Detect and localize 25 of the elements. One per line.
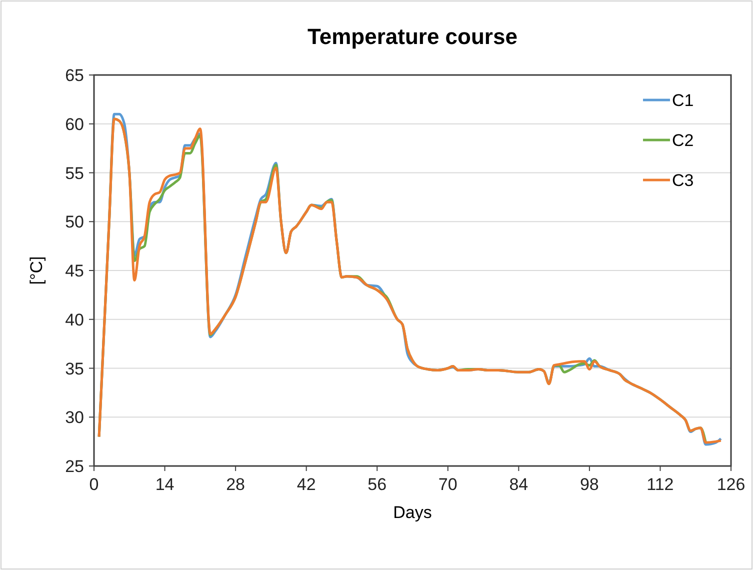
x-tick-label: 98 bbox=[580, 475, 599, 494]
y-tick-label: 65 bbox=[65, 66, 84, 85]
legend-label: C2 bbox=[672, 131, 694, 150]
x-tick-label: 28 bbox=[226, 475, 246, 494]
y-tick-label: 40 bbox=[65, 310, 84, 330]
y-tick-label: 35 bbox=[65, 359, 84, 378]
x-tick-label: 112 bbox=[646, 475, 674, 494]
y-tick-label: 45 bbox=[65, 262, 84, 280]
y-tick-label: 60 bbox=[65, 114, 84, 134]
x-tick-label: 0 bbox=[89, 475, 99, 494]
x-tick-label: 42 bbox=[296, 475, 316, 494]
x-tick-label: 56 bbox=[368, 475, 387, 494]
y-axis-title: [°C] bbox=[27, 256, 46, 285]
chart-title: Temperature course bbox=[308, 24, 518, 49]
y-tick-label: 55 bbox=[65, 164, 84, 183]
x-tick-label: 84 bbox=[509, 475, 528, 494]
x-tick-label: 14 bbox=[155, 475, 174, 494]
y-tick-label: 25 bbox=[65, 457, 84, 476]
x-tick-label: 70 bbox=[438, 475, 458, 494]
legend-label: C3 bbox=[672, 171, 694, 190]
x-axis-title: Days bbox=[393, 503, 432, 522]
legend-label: C1 bbox=[672, 91, 694, 110]
x-tick-label: 126 bbox=[716, 475, 746, 494]
y-tick-label: 30 bbox=[65, 408, 84, 428]
y-tick-label: 50 bbox=[65, 212, 84, 232]
